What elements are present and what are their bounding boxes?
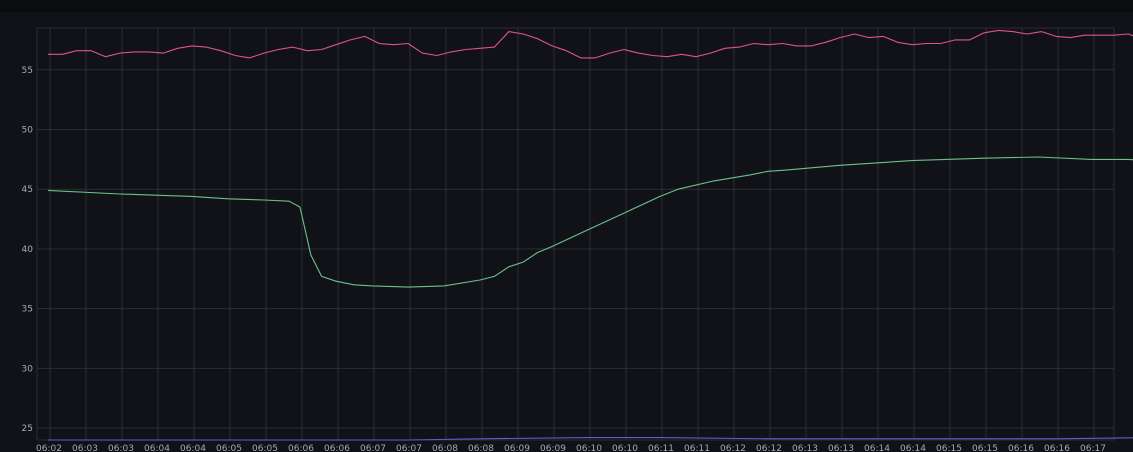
x-tick-label: 06:09 [504,444,530,452]
x-tick-label: 06:14 [900,444,926,452]
x-tick-label: 06:11 [648,444,674,452]
x-tick-label: 06:09 [540,444,566,452]
y-tick-label: 40 [22,245,34,255]
x-tick-label: 06:10 [576,444,602,452]
x-tick-label: 06:07 [360,444,386,452]
x-tick-label: 06:05 [216,444,242,452]
series-line-3 [48,437,1133,441]
x-tick-label: 06:15 [936,444,962,452]
x-tick-label: 06:04 [180,444,206,452]
x-tick-label: 06:03 [108,444,134,452]
y-tick-label: 25 [22,424,33,434]
y-tick-label: 55 [22,66,33,76]
x-tick-label: 06:13 [792,444,818,452]
x-tick-label: 06:08 [468,444,494,452]
x-tick-label: 06:07 [396,444,422,452]
x-tick-label: 06:13 [828,444,854,452]
line-chart: 25 30 35 40 45 50 55 06:02 06:03 06:03 06:04 06:04… [22,27,1133,452]
series-line-1 [48,29,1133,59]
x-tick-label: 06:06 [288,444,314,452]
plot-frame [36,27,1115,441]
y-tick-label: 35 [22,305,33,315]
x-tick-label: 06:11 [684,444,710,452]
x-tick-label: 06:10 [612,444,638,452]
y-tick-label: 45 [22,185,33,195]
y-tick-label: 30 [22,364,34,374]
chart-panel: 25 30 35 40 45 50 55 06:02 06:03 06:03 06:04 06:04… [0,12,1133,452]
x-tick-label: 06:06 [324,444,350,452]
x-tick-label: 06:12 [756,444,782,452]
x-tick-label: 06:12 [720,444,746,452]
x-tick-label: 06:15 [972,444,998,452]
x-tick-label: 06:14 [864,444,890,452]
x-tick-label: 06:05 [252,444,278,452]
x-tick-label: 06:16 [1044,444,1070,452]
x-tick-label: 06:03 [72,444,98,452]
y-tick-label: 50 [22,126,34,136]
x-tick-label: 06:02 [36,444,62,452]
series-line-2 [47,156,1133,288]
x-tick-label: 06:16 [1008,444,1034,452]
x-tick-label: 06:17 [1080,444,1106,452]
x-tick-label: 06:08 [432,444,458,452]
x-tick-label: 06:04 [144,444,170,452]
